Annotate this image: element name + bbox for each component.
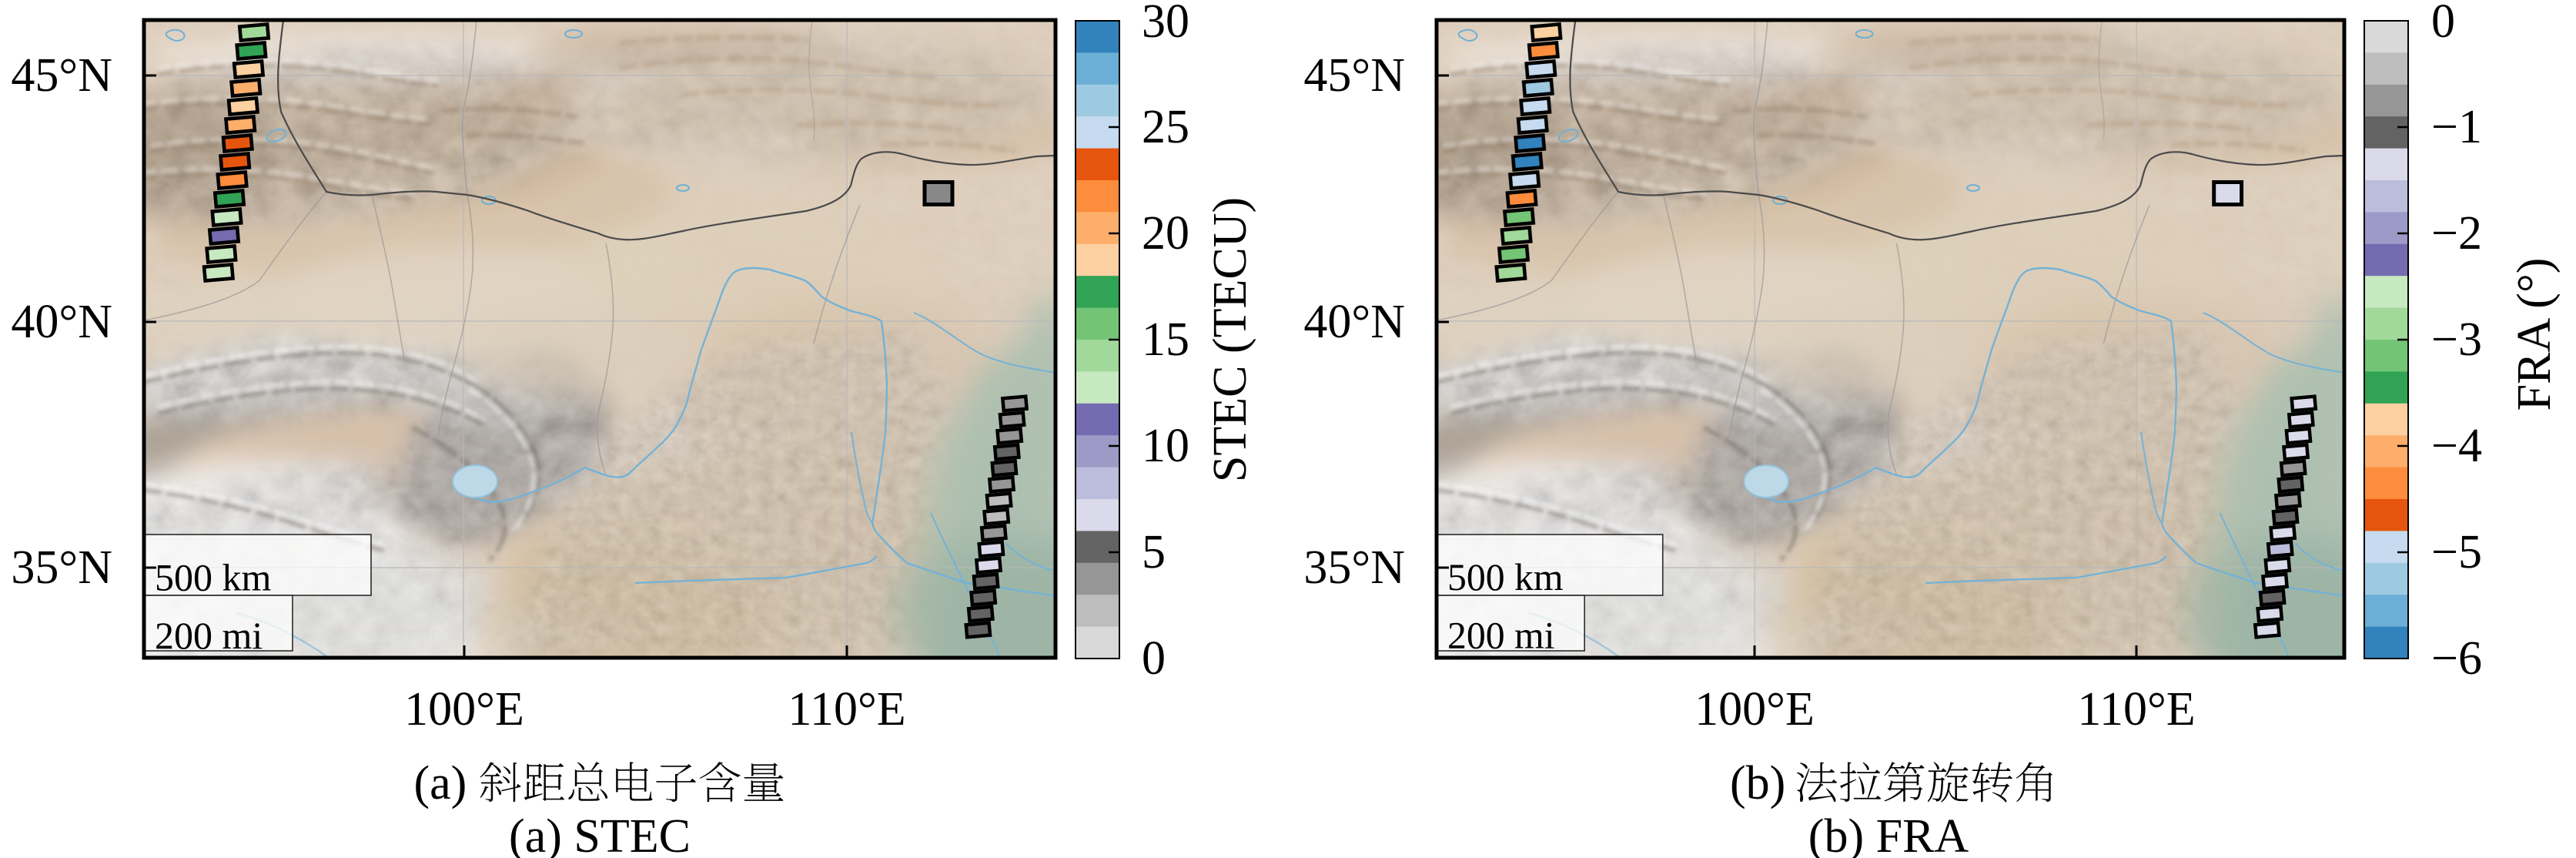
svg-text:45°N: 45°N [1303,49,1405,102]
svg-text:35°N: 35°N [11,541,112,594]
svg-text:5: 5 [1142,526,1166,578]
svg-text:(b) FRA: (b) FRA [1808,810,1969,858]
svg-text:0: 0 [1142,632,1166,685]
svg-text:100°E: 100°E [404,683,524,736]
svg-text:10: 10 [1142,420,1189,472]
svg-text:(a) STEC: (a) STEC [509,810,691,858]
svg-text:STEC (TECU): STEC (TECU) [1204,197,1256,482]
svg-text:30: 30 [1142,0,1189,48]
svg-text:500 km: 500 km [155,556,272,599]
svg-text:−3: −3 [2431,313,2482,366]
svg-text:40°N: 40°N [11,296,112,348]
svg-text:20: 20 [1142,207,1189,260]
svg-text:45°N: 45°N [11,49,112,102]
svg-text:25: 25 [1142,101,1189,153]
svg-text:−1: −1 [2431,101,2482,153]
svg-text:500 km: 500 km [1447,556,1564,598]
svg-text:−6: −6 [2431,632,2482,685]
svg-text:(b): (b) [1730,757,1785,809]
svg-text:0: 0 [2431,0,2455,48]
svg-text:−4: −4 [2431,420,2482,472]
svg-text:100°E: 100°E [1694,683,1815,736]
svg-text:40°N: 40°N [1303,296,1405,348]
svg-text:(a): (a) [414,757,467,809]
svg-text:−2: −2 [2431,207,2482,260]
svg-text:FRA (°): FRA (°) [2508,258,2561,411]
svg-text:200 mi: 200 mi [1447,614,1555,656]
svg-text:15: 15 [1142,313,1189,366]
svg-text:−5: −5 [2431,526,2482,578]
svg-text:200 mi: 200 mi [155,614,263,657]
svg-text:35°N: 35°N [1303,541,1405,594]
svg-text:110°E: 110°E [2077,683,2195,736]
svg-text:110°E: 110°E [788,683,905,736]
